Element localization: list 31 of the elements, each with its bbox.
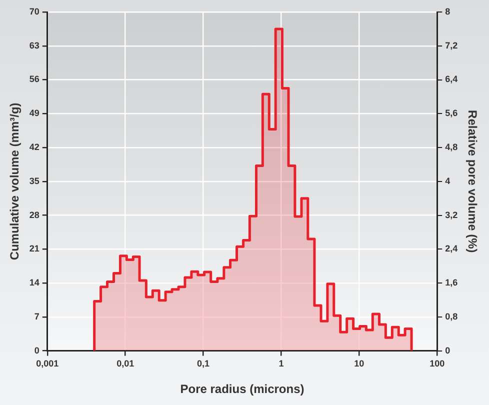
y-tick-label: 63 — [29, 40, 40, 50]
y2-tick-label: 8 — [445, 6, 450, 16]
y-axis-title: Cumulative volume (mm³/g) — [8, 102, 22, 260]
y2-tick-label: 0,8 — [445, 311, 458, 322]
x-tick-label: 0,001 — [36, 358, 59, 369]
y-tick-label: 21 — [29, 244, 40, 254]
x-tick-label: 100 — [430, 358, 445, 369]
y-tick-label: 14 — [29, 278, 40, 288]
y-tick-label: 28 — [29, 210, 40, 220]
x-axis-title: Pore radius (microns) — [180, 382, 304, 396]
y2-tick-label: 6,4 — [445, 74, 458, 84]
y2-axis-title: Relative pore volume (%) — [465, 110, 480, 253]
y-tick-label: 42 — [29, 142, 40, 152]
y2-tick-label: 7,2 — [445, 40, 458, 50]
y-tick-label: 56 — [29, 74, 40, 84]
y2-tick-label: 0 — [445, 345, 450, 356]
y2-tick-label: 3,2 — [445, 210, 458, 220]
y2-tick-label: 1,6 — [445, 278, 458, 288]
x-tick-label: 1 — [278, 358, 284, 369]
x-tick-label: 0,01 — [116, 358, 134, 369]
y-tick-label: 49 — [29, 108, 40, 118]
y-tick-label: 70 — [29, 6, 40, 16]
y2-tick-label: 5,6 — [445, 108, 458, 118]
y-tick-label: 0 — [34, 345, 40, 356]
x-tick-label: 10 — [354, 358, 364, 369]
y-tick-label: 35 — [29, 176, 40, 186]
y2-tick-label: 4,8 — [445, 142, 458, 152]
x-tick-label: 0,1 — [197, 358, 210, 369]
y2-tick-label: 4 — [445, 176, 450, 186]
y-tick-label: 7 — [34, 311, 40, 322]
y2-tick-label: 2,4 — [445, 244, 458, 254]
